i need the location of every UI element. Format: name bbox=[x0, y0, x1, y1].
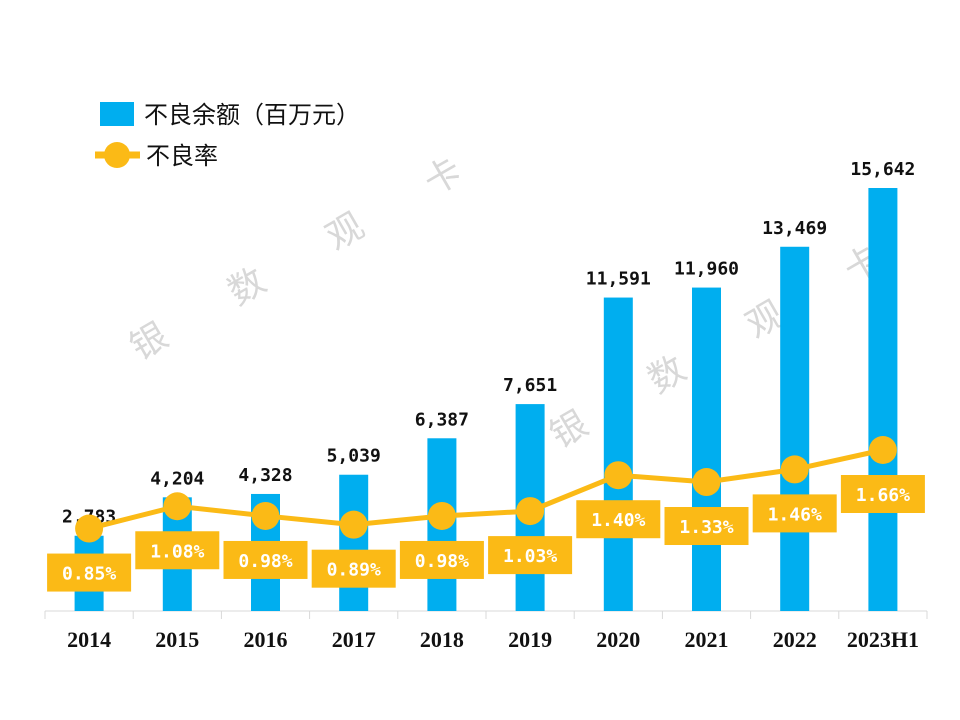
bar-value-label: 5,039 bbox=[327, 446, 381, 467]
rate-label-box bbox=[311, 549, 396, 588]
bar-value-label: 4,204 bbox=[150, 468, 204, 489]
x-tick-label: 2021 bbox=[685, 627, 729, 652]
rate-marker bbox=[163, 492, 192, 521]
rate-marker bbox=[780, 455, 809, 484]
x-tick-label: 2015 bbox=[155, 627, 199, 652]
watermark-char: 观 bbox=[319, 205, 371, 259]
rate-value-label: 1.33% bbox=[679, 517, 733, 538]
x-tick-label: 2016 bbox=[244, 627, 288, 652]
rate-label-box bbox=[223, 540, 308, 579]
x-tick-label: 2017 bbox=[332, 627, 376, 652]
bar bbox=[868, 188, 898, 611]
x-axis: 2014 2015 2016 2017 2018 2019 2020 2021 2022 2023… bbox=[44, 610, 928, 652]
rate-line-path bbox=[88, 447, 884, 531]
x-tick-label: 2022 bbox=[773, 627, 817, 652]
bar-value-label: 7,651 bbox=[503, 375, 557, 396]
rate-value-label: 0.89% bbox=[327, 560, 381, 581]
rate-line: 0.85% 1.08% 0.98% 0.89% 0.98% 1.03% 1.40% 1.33%… bbox=[47, 436, 925, 592]
x-tick-label: 2019 bbox=[508, 627, 552, 652]
legend-bar-label: 不良余额（百万元） bbox=[144, 101, 360, 129]
watermark-char: 银 bbox=[123, 315, 175, 369]
x-tick-label: 2020 bbox=[596, 627, 640, 652]
bar-value-label: 11,591 bbox=[586, 269, 651, 290]
legend-bar-swatch bbox=[100, 102, 134, 126]
rate-label-box bbox=[840, 475, 925, 513]
rate-label-box bbox=[135, 531, 220, 570]
rate-marker bbox=[339, 510, 368, 539]
rate-value-label: 1.66% bbox=[856, 485, 910, 506]
watermark-char: 银 bbox=[543, 403, 595, 457]
rate-marker bbox=[868, 436, 897, 464]
watermark-char: 卡 bbox=[417, 150, 469, 204]
rate-value-label: 1.40% bbox=[591, 510, 645, 531]
bar-value-label: 11,960 bbox=[674, 259, 739, 280]
bar bbox=[603, 297, 633, 611]
rate-marker bbox=[75, 514, 104, 543]
rate-label-box bbox=[488, 536, 573, 575]
x-tick-label: 2018 bbox=[420, 627, 464, 652]
rate-marker bbox=[604, 461, 633, 490]
legend-line-label: 不良率 bbox=[146, 142, 218, 170]
rate-label-box bbox=[576, 500, 661, 539]
rate-label-box bbox=[47, 553, 132, 592]
bar-value-label: 13,469 bbox=[762, 218, 827, 239]
x-tick-label: 2014 bbox=[67, 627, 111, 652]
rate-value-label: 1.08% bbox=[150, 541, 204, 562]
bar bbox=[780, 246, 810, 611]
bar bbox=[692, 287, 721, 611]
bar bbox=[339, 474, 369, 611]
rate-marker bbox=[427, 501, 456, 530]
rate-label-box bbox=[664, 507, 749, 546]
legend: 不良余额（百万元） 不良率 bbox=[95, 101, 360, 170]
rate-value-label: 0.98% bbox=[238, 551, 292, 572]
watermark-char: 数 bbox=[221, 260, 273, 314]
rate-value-label: 0.85% bbox=[62, 564, 116, 585]
x-tick-label: 2023H1 bbox=[847, 627, 919, 652]
rate-label-box bbox=[752, 494, 837, 533]
rate-value-label: 1.03% bbox=[503, 546, 557, 567]
bar-value-label: 6,387 bbox=[415, 409, 469, 430]
rate-marker bbox=[251, 501, 280, 530]
rate-label-box bbox=[399, 540, 484, 579]
rate-value-label: 0.98% bbox=[415, 551, 469, 572]
bar-value-label: 15,642 bbox=[850, 159, 915, 180]
rate-marker bbox=[516, 497, 545, 526]
rate-value-label: 1.46% bbox=[768, 504, 822, 525]
legend-line-marker bbox=[104, 142, 130, 168]
watermark-char: 数 bbox=[641, 348, 693, 402]
rate-marker bbox=[692, 468, 721, 497]
bar-value-label: 4,328 bbox=[238, 465, 292, 486]
